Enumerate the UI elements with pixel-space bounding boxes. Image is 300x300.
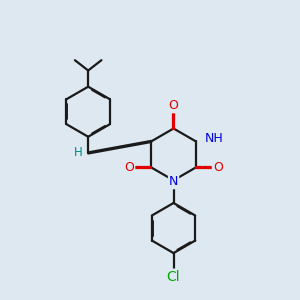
Text: Cl: Cl (167, 270, 180, 283)
Text: O: O (169, 99, 178, 112)
Text: O: O (213, 161, 223, 174)
Text: N: N (169, 175, 178, 188)
Text: H: H (74, 146, 82, 159)
Text: O: O (124, 161, 134, 174)
Text: NH: NH (205, 132, 224, 145)
